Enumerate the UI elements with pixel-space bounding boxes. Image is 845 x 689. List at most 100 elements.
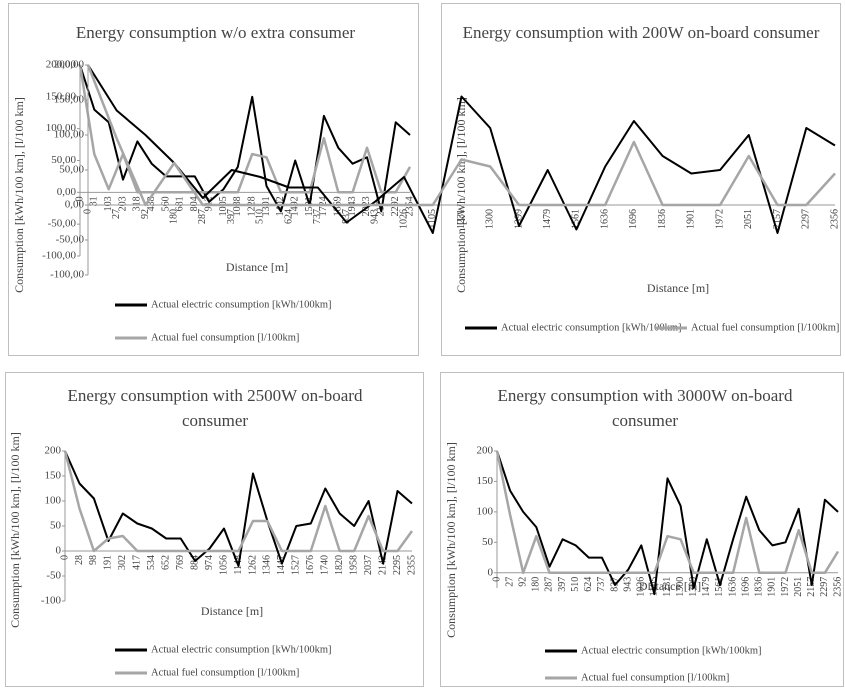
y-tick-label: 100: [45, 495, 62, 507]
x-tick-label: 2173: [376, 196, 387, 216]
x-tick-label: 1479: [542, 209, 553, 229]
x-tick-label: 0: [491, 577, 502, 582]
legend-label: Actual electric consumption [kWh/100km]: [151, 644, 332, 655]
x-tick-label: 103: [103, 196, 114, 211]
y-tick-label: 50: [50, 520, 62, 532]
x-tick-label: 652: [161, 555, 172, 570]
x-tick-label: 417: [132, 555, 143, 570]
x-tick-label: 2297: [801, 209, 812, 229]
y-tick-label: -50: [46, 570, 61, 582]
x-tick-label: 2356: [832, 577, 843, 597]
x-tick-label: 1492: [290, 196, 301, 216]
y-tick-label: -100,00: [42, 250, 76, 262]
y-axis-title: Consumption [kWh/100 km], [l/100 km]: [454, 97, 468, 293]
y-axis-title: Consumption [kWh/100 km], [l/100 km]: [12, 97, 26, 293]
x-tick-label: 510: [255, 209, 266, 224]
legend-label: Actual electric consumption [kWh/100km]: [581, 645, 762, 656]
x-tick-label: 1591: [304, 196, 315, 216]
x-tick-label: 1346: [262, 555, 273, 575]
x-tick-label: 1740: [320, 555, 331, 575]
x-tick-label: 1676: [305, 555, 316, 575]
x-tick-label: 397: [557, 577, 568, 592]
x-tick-label: 1262: [247, 555, 258, 575]
chart-title: Energy consumption w/o extra consumer: [75, 23, 356, 42]
x-tick-label: 943: [370, 209, 381, 224]
y-tick-label: 150,00: [54, 94, 85, 106]
series-line: [495, 450, 840, 575]
x-tick-label: 837: [341, 209, 352, 224]
x-tick-label: 1901: [767, 577, 778, 597]
x-tick-label: 2297: [819, 577, 830, 597]
x-tick-label: 318: [132, 196, 143, 211]
y-tick-label: 0: [56, 545, 62, 557]
x-tick-label: 1901: [686, 209, 697, 229]
x-tick-label: 287: [197, 209, 208, 224]
x-tick-label: 0: [59, 555, 70, 560]
x-tick-label: 1636: [727, 577, 738, 597]
x-tick-label: 737: [596, 577, 607, 592]
y-tick-label: 150: [45, 470, 62, 482]
x-tick-label: 1958: [348, 555, 359, 575]
x-tick-label: 31: [89, 196, 100, 206]
x-tick-label: 2157: [772, 209, 783, 229]
x-tick-label: 27: [504, 577, 515, 587]
legend-label: Actual electric consumption [kWh/100km]: [151, 299, 332, 310]
x-tick-label: 1561: [714, 577, 725, 597]
x-tick-label: 1228: [246, 196, 257, 216]
y-tick-label: 50,00: [51, 154, 76, 166]
x-tick-label: 1943: [347, 196, 358, 216]
y-tick-label: 0: [488, 566, 494, 578]
x-tick-label: 1005: [218, 196, 229, 216]
x-tick-label: 2355: [406, 555, 417, 575]
x-tick-label: 1301: [261, 196, 272, 216]
x-tick-label: 2354: [404, 196, 415, 216]
x-tick-label: 681: [175, 196, 186, 211]
x-tick-label: 1561: [571, 209, 582, 229]
x-tick-label: 180: [531, 577, 542, 592]
x-tick-label: 1869: [333, 196, 344, 216]
panel-frame: [441, 3, 841, 356]
x-tick-label: 1231: [456, 209, 467, 229]
x-tick-label: 2292: [390, 196, 401, 216]
x-tick-label: 302: [117, 555, 128, 570]
x-tick-label: 98: [88, 555, 99, 565]
panel-frame: [440, 372, 844, 687]
x-tick-label: 2356: [829, 209, 840, 229]
x-tick-label: 2295: [392, 555, 403, 575]
y-axis-title: Consumption [kWh/100 km], [l/100 km]: [444, 442, 458, 638]
y-tick-label: -100,00: [50, 269, 84, 281]
legend-label: Actual fuel consumption [l/100km]: [151, 667, 299, 678]
x-tick-label: 0: [74, 196, 85, 201]
x-tick-label: 1105: [427, 209, 438, 229]
y-tick-label: 100,00: [46, 122, 77, 134]
chart-title: Energy consumption with 2500W on-board c…: [67, 386, 363, 430]
x-tick-label: 1479: [701, 577, 712, 597]
y-tick-label: -50,00: [48, 218, 77, 230]
chart-title: Energy consumption with 3000W on-board c…: [497, 386, 793, 430]
x-tick-label: 1105: [649, 577, 660, 597]
series-line: [86, 64, 836, 207]
x-tick-label: 2142: [377, 555, 388, 575]
x-tick-label: 438: [146, 196, 157, 211]
x-tick-label: 1636: [599, 209, 610, 229]
x-tick-label: 1300: [675, 577, 686, 597]
x-tick-label: 2037: [363, 555, 374, 575]
x-tick-label: 1696: [628, 209, 639, 229]
y-axis-title: Consumption [kWh/100 km], [l/100 km]: [8, 432, 22, 628]
x-tick-label: 1972: [714, 209, 725, 229]
x-tick-label: 1447: [276, 555, 287, 575]
x-tick-label: 1026: [398, 209, 409, 229]
x-tick-label: 560: [160, 196, 171, 211]
x-tick-label: 397: [226, 209, 237, 224]
x-tick-label: 203: [117, 196, 128, 211]
y-tick-label: 0,00: [65, 199, 85, 211]
x-tick-label: 769: [175, 555, 186, 570]
x-tick-label: 2157: [806, 577, 817, 597]
y-tick-label: 50,00: [59, 164, 84, 176]
y-tick-label: 100: [477, 505, 494, 517]
x-tick-label: 1088: [232, 196, 243, 216]
x-tick-label: 1972: [780, 577, 791, 597]
x-axis-title: Distance [m]: [647, 281, 709, 295]
x-tick-label: 1300: [485, 209, 496, 229]
